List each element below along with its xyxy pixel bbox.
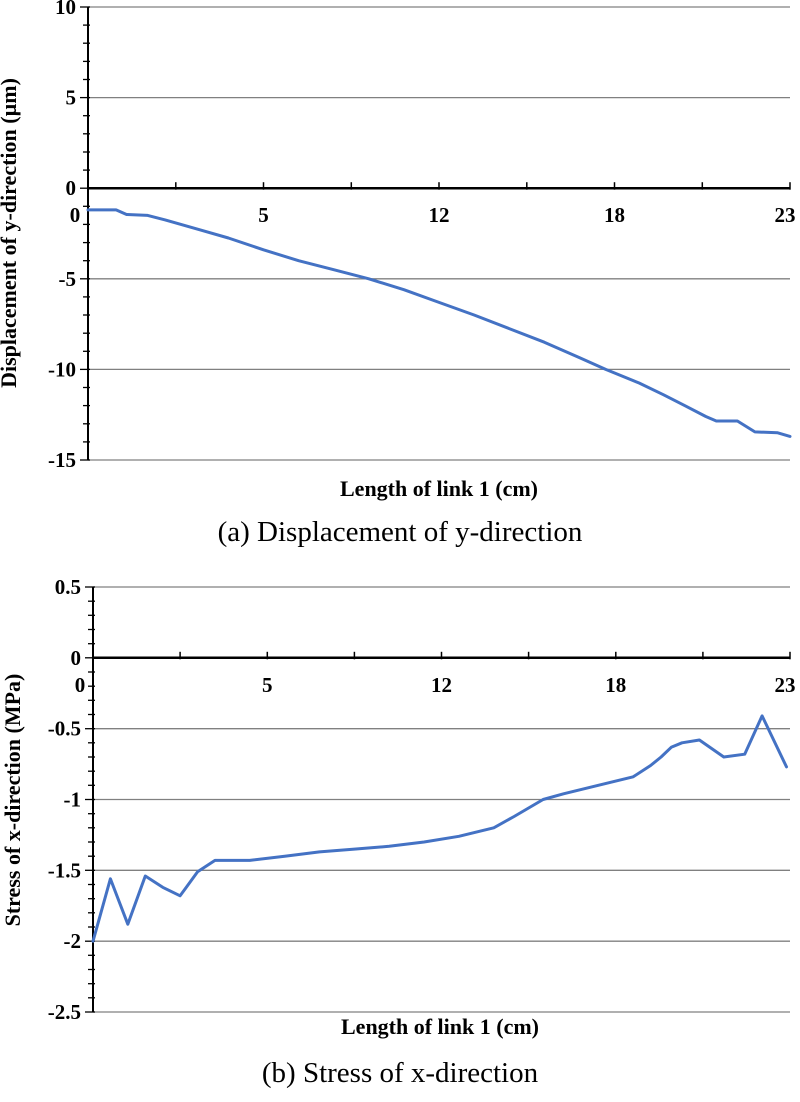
x-tick-label: 0 — [75, 673, 86, 697]
y-tick-label: -2 — [64, 929, 82, 953]
x-tick-label: 0 — [70, 203, 81, 227]
chart-panel-a: 10 5 0 -5 -10 -15 0 5 12 18 23 Displacement of y-d… — [0, 0, 800, 549]
x-axis-title-a: Length of link 1 (cm) — [340, 476, 538, 501]
series-line — [86, 208, 792, 438]
y-tick-label: 5 — [66, 86, 77, 110]
y-tick-label: -0.5 — [48, 717, 81, 741]
x-tick-label: 23 — [775, 673, 796, 697]
x-tick-label: 18 — [604, 203, 625, 227]
chart-b-plot-area: 0.5 0 -0.5 -1 -1.5 -2 -2.5 0 5 12 18 23 — [48, 575, 796, 1024]
y-tick-label: -1 — [64, 788, 82, 812]
y-tick-label: -15 — [48, 448, 76, 472]
caption-b: (b) Stress of x-direction — [261, 1057, 539, 1089]
y-tick-label: -10 — [48, 357, 76, 381]
x-tick-label: 23 — [775, 203, 796, 227]
y-axis-title-a: Displacement of y-direction (µm) — [0, 78, 21, 388]
x-axis-title-b: Length of link 1 (cm) — [341, 1014, 539, 1039]
chart-a-canvas: 10 5 0 -5 -10 -15 0 5 12 18 23 Displacement of y-d… — [0, 0, 796, 501]
y-tick-label: -5 — [59, 267, 77, 291]
caption-a: (a) Displacement of y-direction — [217, 516, 583, 548]
series-line — [91, 714, 788, 943]
x-tick-label: 12 — [429, 203, 450, 227]
x-tick-label: 5 — [258, 203, 269, 227]
y-tick-label: 0 — [71, 646, 82, 670]
y-axis-title-b: Stress of x-direction (MPa) — [0, 674, 25, 927]
x-tick-label: 12 — [431, 673, 452, 697]
y-tick-label: 0.5 — [55, 575, 81, 599]
chart-panel-b: 0.5 0 -0.5 -1 -1.5 -2 -2.5 0 5 12 18 23 Stress of x… — [0, 560, 800, 1090]
y-tick-label: 0 — [66, 176, 77, 200]
y-tick-label: -1.5 — [48, 858, 81, 882]
chart-b-canvas: 0.5 0 -0.5 -1 -1.5 -2 -2.5 0 5 12 18 23 Stress of x… — [0, 575, 796, 1039]
y-tick-label: 10 — [55, 0, 76, 19]
y-tick-label: -2.5 — [48, 1000, 81, 1024]
chart-a-plot-area: 10 5 0 -5 -10 -15 0 5 12 18 23 — [48, 0, 796, 472]
x-tick-label: 5 — [262, 673, 273, 697]
x-tick-label: 18 — [605, 673, 626, 697]
